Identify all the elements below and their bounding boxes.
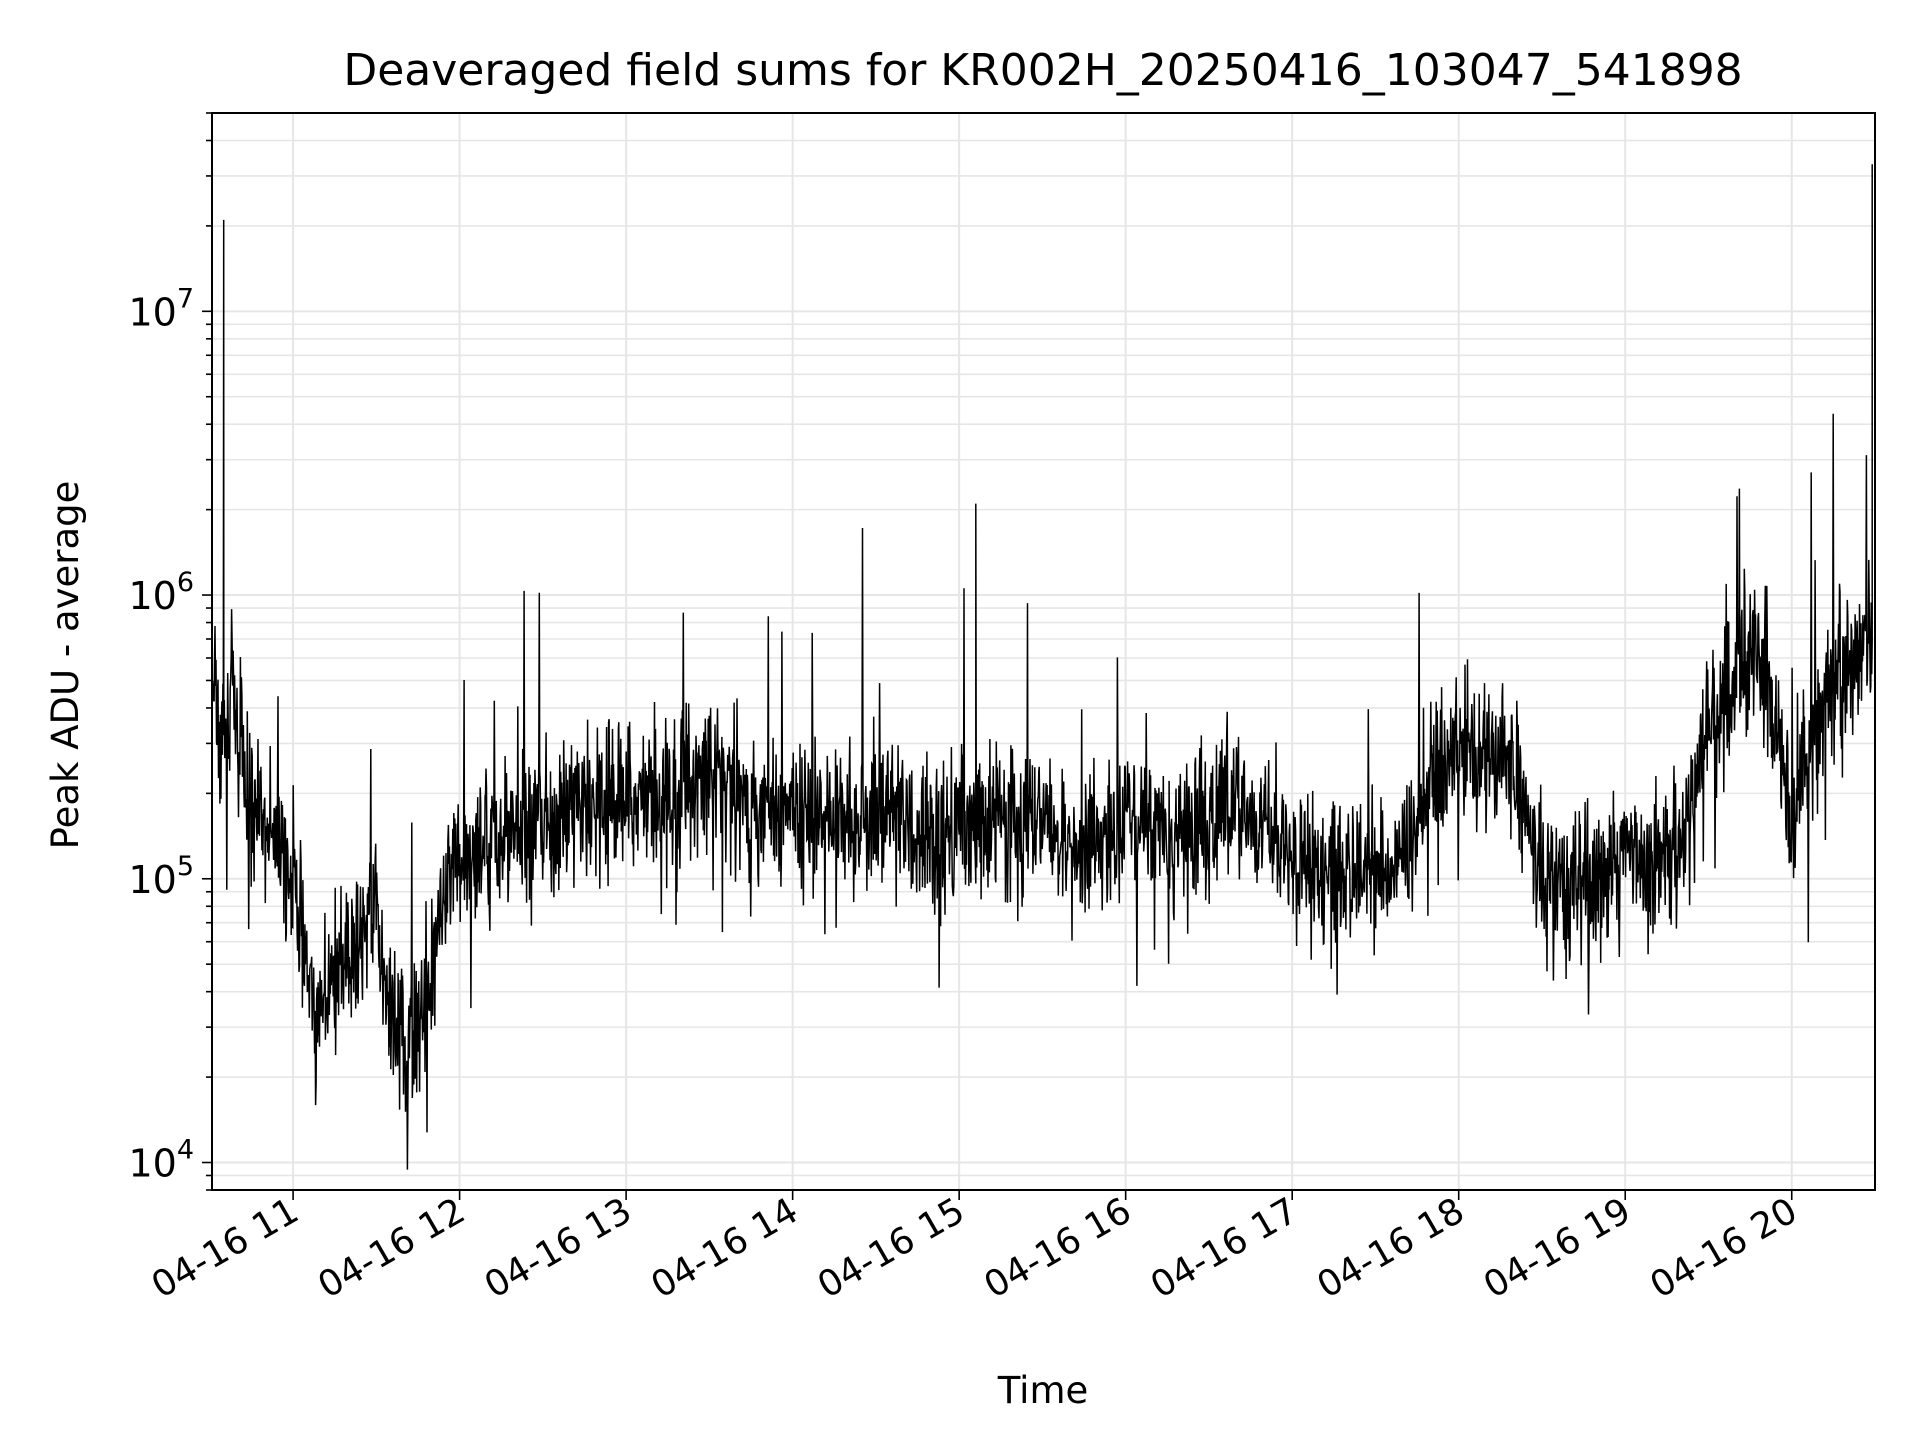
x-axis-label: Time [997, 1369, 1089, 1412]
y-tick-label-exponent: 5 [177, 851, 194, 882]
y-tick-label: 107 [128, 283, 194, 334]
y-tick-label-exponent: 4 [177, 1135, 194, 1166]
plot-frame [211, 112, 1876, 1191]
y-tick-label-base: 10 [128, 858, 176, 902]
y-tick-label-exponent: 7 [177, 283, 194, 314]
y-tick-label-exponent: 6 [177, 567, 194, 598]
y-tick-label-base: 10 [128, 1142, 176, 1186]
series-line [211, 164, 1873, 1170]
series-layer [211, 164, 1873, 1170]
y-tick-label: 106 [128, 567, 194, 618]
y-tick-label-base: 10 [128, 290, 176, 334]
y-axis-label: Peak ADU - average [44, 481, 87, 850]
y-tick-label: 104 [128, 1135, 194, 1186]
chart-title: Deaveraged field sums for KR002H_2025041… [343, 45, 1742, 96]
y-tick-label-base: 10 [128, 574, 176, 618]
y-tick-label: 105 [128, 851, 194, 902]
